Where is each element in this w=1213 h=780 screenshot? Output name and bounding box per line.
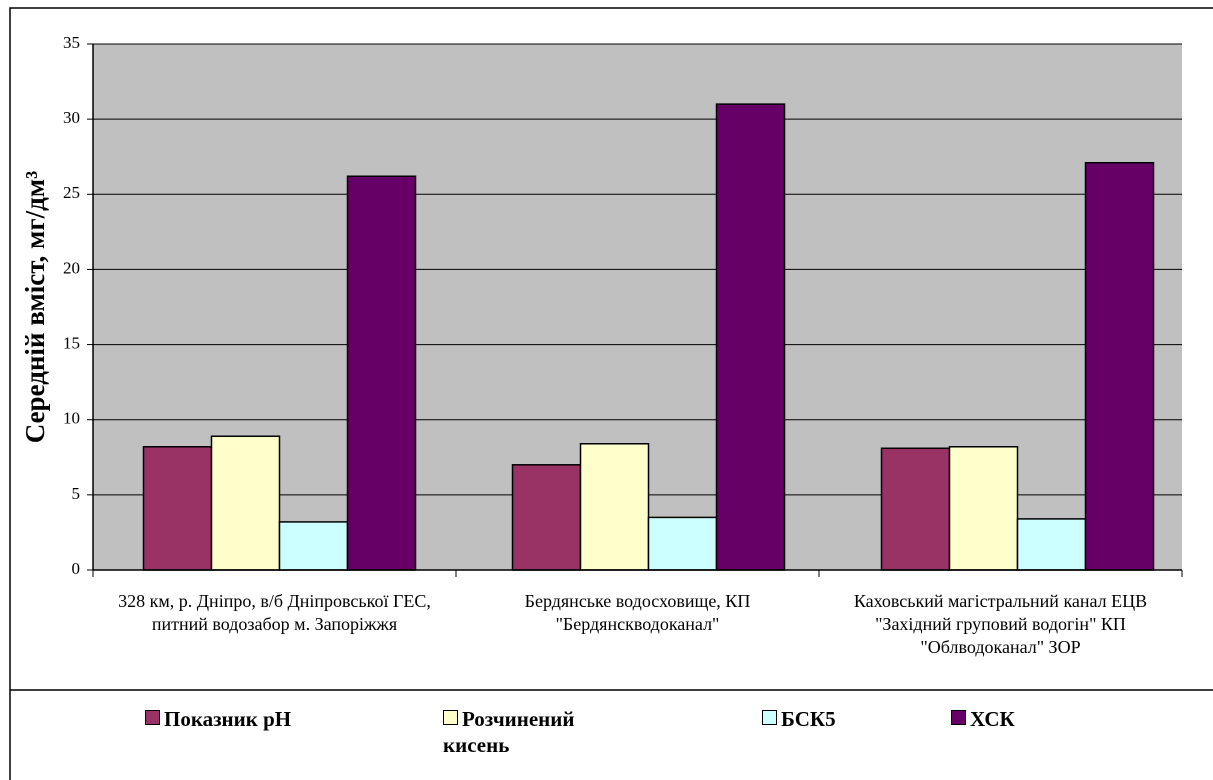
y-tick-label: 35 [63, 33, 80, 52]
bar [210, 435, 281, 571]
y-axis-title: Середній вміст, мг/дм³ [20, 171, 50, 444]
chart-border [9, 7, 1213, 780]
legend-label: Показник pH [164, 707, 292, 731]
y-tick-label: 10 [63, 409, 80, 428]
bar [278, 521, 349, 571]
y-tick-label: 20 [63, 258, 80, 277]
legend-label: БСК5 [781, 707, 836, 731]
bar [1016, 518, 1087, 571]
x-tick-label: Каховський магістральний канал ЕЦВ "Захі… [853, 591, 1148, 657]
y-tick-label: 5 [72, 484, 81, 503]
y-tick-label: 30 [63, 108, 80, 127]
bar [346, 175, 417, 571]
bar [715, 103, 786, 571]
bar [948, 446, 1019, 571]
bar [579, 443, 650, 571]
legend-swatch [443, 710, 458, 725]
legend-swatch [762, 710, 777, 725]
y-tick-label: 15 [63, 333, 80, 352]
legend-swatch [145, 710, 160, 725]
legend-item: БСК5 [762, 706, 942, 732]
legend-item: Показник pH [145, 706, 445, 732]
legend-label: Розчинений кисень [443, 707, 575, 757]
legend-label: ХСК [970, 707, 1015, 731]
legend-swatch [951, 710, 966, 725]
bar [511, 464, 582, 571]
legend-item: Розчинений кисень [443, 706, 633, 758]
bar [1084, 161, 1155, 571]
bar [142, 446, 213, 571]
legend-item: ХСК [951, 706, 1151, 732]
bar [880, 447, 951, 571]
y-tick-label: 0 [72, 559, 81, 578]
x-tick-label: 328 км, р. Дніпро, в/б Дніпровської ГЕС,… [118, 591, 431, 634]
y-tick-label: 25 [63, 183, 80, 202]
x-tick-label: Бердянське водосховище, КП "Бердянскводо… [524, 591, 751, 634]
bar [647, 516, 718, 571]
